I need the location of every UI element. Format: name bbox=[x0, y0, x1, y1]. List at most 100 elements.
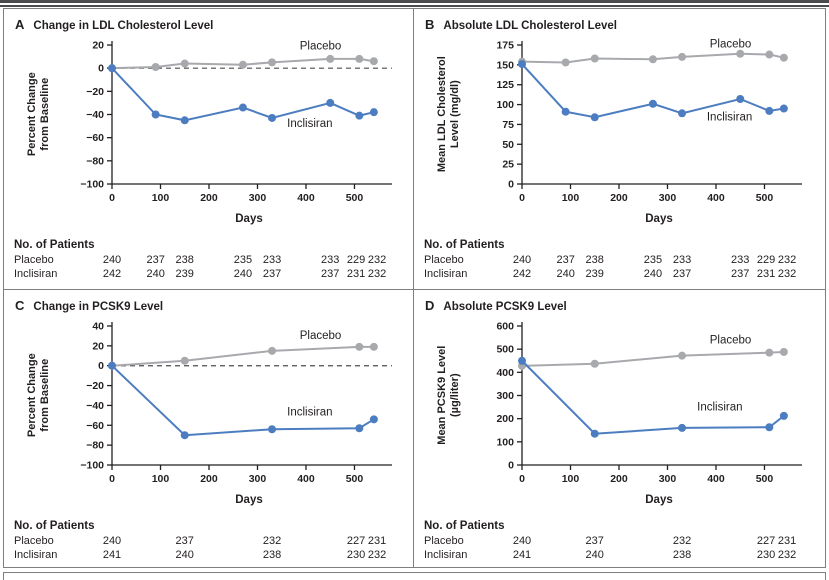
x-axis-label: Days bbox=[645, 213, 673, 225]
x-tick-label: 0 bbox=[519, 192, 525, 204]
patients-count: 231 bbox=[367, 535, 387, 547]
x-tick-label: 0 bbox=[109, 473, 115, 485]
patients-count: 230 bbox=[756, 549, 776, 561]
data-point-inclisiran bbox=[355, 111, 364, 120]
data-point-inclisiran bbox=[518, 356, 526, 365]
panel-b-absolute-ldl: B Absolute LDL Cholesterol Level Mean LDL… bbox=[414, 9, 825, 290]
patients-row-placebo: Placebo 240 237 238 235 233 233 229 232 bbox=[4, 254, 413, 267]
patients-row-inclisiran: Inclisiran 241 240 238 230 232 bbox=[4, 549, 413, 562]
patients-row-label: Placebo bbox=[14, 535, 54, 547]
x-tick-label: 0 bbox=[519, 473, 525, 485]
data-point-placebo bbox=[180, 356, 189, 365]
y-tick-label: −20 bbox=[86, 380, 104, 392]
patients-count: 233 bbox=[672, 254, 692, 266]
panel-c-change-pcsk9: C Change in PCSK9 Level Percent Change fr… bbox=[4, 290, 414, 567]
patients-row-placebo: Placebo 240 237 232 227 231 bbox=[4, 535, 413, 548]
data-point-placebo bbox=[561, 58, 570, 67]
line-chart: 600 500 400 300 200 100 00 100 200 300 400 500 Place… bbox=[496, 321, 802, 485]
data-point-inclisiran bbox=[590, 113, 599, 122]
data-point-inclisiran bbox=[151, 110, 160, 119]
data-point-placebo bbox=[590, 359, 599, 368]
data-point-inclisiran bbox=[108, 361, 116, 370]
data-point-placebo bbox=[779, 53, 788, 62]
data-point-inclisiran bbox=[678, 109, 687, 118]
y-tick-label: 150 bbox=[496, 59, 514, 71]
panel-title: D Absolute PCSK9 Level bbox=[425, 297, 567, 315]
data-point-placebo bbox=[678, 52, 687, 61]
patients-count: 230 bbox=[346, 549, 366, 561]
patients-row-label: Inclisiran bbox=[14, 268, 58, 280]
y-tick-label: 100 bbox=[496, 99, 514, 111]
panel-title-text: Change in PCSK9 Level bbox=[33, 301, 164, 313]
patients-count: 241 bbox=[512, 549, 532, 561]
patients-count: 238 bbox=[175, 254, 194, 266]
patients-count: 229 bbox=[346, 254, 366, 266]
x-tick-label: 500 bbox=[346, 473, 364, 485]
data-point-inclisiran bbox=[355, 424, 364, 433]
series-line-placebo bbox=[521, 52, 785, 64]
patients-row-placebo: Placebo 240 237 232 227 231 bbox=[414, 535, 825, 548]
y-tick-label: 50 bbox=[502, 139, 514, 151]
patients-count: 237 bbox=[731, 268, 750, 280]
patients-count: 235 bbox=[643, 254, 663, 266]
y-tick-label: 0 bbox=[98, 360, 104, 372]
patients-count: 227 bbox=[346, 535, 366, 547]
data-point-inclisiran bbox=[590, 429, 599, 438]
patients-row-label: Inclisiran bbox=[424, 268, 468, 280]
panel-title-text: Absolute LDL Cholesterol Level bbox=[443, 20, 617, 32]
x-tick-label: 300 bbox=[249, 473, 267, 485]
data-point-inclisiran bbox=[369, 108, 378, 117]
data-point-inclisiran bbox=[108, 64, 116, 73]
patients-count: 233 bbox=[731, 254, 750, 266]
panel-title-text: Absolute PCSK9 Level bbox=[443, 301, 567, 313]
patients-count: 240 bbox=[175, 549, 194, 561]
patients-count: 232 bbox=[777, 254, 797, 266]
data-point-inclisiran bbox=[180, 431, 189, 440]
patients-count: 235 bbox=[233, 254, 253, 266]
patients-count: 240 bbox=[233, 268, 253, 280]
patients-count: 240 bbox=[512, 254, 532, 266]
y-tick-label: 20 bbox=[92, 340, 104, 352]
y-tick-label: 600 bbox=[496, 321, 514, 333]
y-tick-label: 200 bbox=[496, 413, 514, 425]
x-tick-label: 400 bbox=[707, 473, 725, 485]
series-label-placebo: Placebo bbox=[300, 41, 342, 53]
series-label-inclisiran: Inclisiran bbox=[697, 402, 742, 414]
y-tick-label: −100 bbox=[80, 460, 104, 472]
patients-count: 238 bbox=[262, 549, 282, 561]
x-axis-label: Days bbox=[645, 494, 673, 506]
y-tick-label: −60 bbox=[86, 132, 104, 144]
series-line-inclisiran bbox=[111, 67, 375, 122]
series-label-inclisiran: Inclisiran bbox=[707, 111, 752, 123]
panel-title-text: Change in LDL Cholesterol Level bbox=[33, 20, 214, 32]
data-point-placebo bbox=[765, 50, 774, 59]
y-tick-label: 100 bbox=[496, 436, 514, 448]
panel-title: C Change in PCSK9 Level bbox=[15, 297, 163, 315]
patients-count: 240 bbox=[643, 268, 663, 280]
y-tick-label: −40 bbox=[86, 400, 104, 412]
patients-count: 240 bbox=[556, 268, 575, 280]
patients-count: 232 bbox=[262, 535, 282, 547]
data-point-inclisiran bbox=[326, 98, 335, 107]
data-point-inclisiran bbox=[648, 99, 657, 108]
data-point-inclisiran bbox=[180, 116, 189, 125]
x-tick-label: 300 bbox=[659, 192, 677, 204]
x-tick-label: 400 bbox=[297, 473, 315, 485]
data-point-placebo bbox=[151, 63, 160, 72]
patients-count: 237 bbox=[146, 254, 165, 266]
data-point-placebo bbox=[590, 54, 599, 63]
x-tick-label: 300 bbox=[249, 192, 267, 204]
series-line-placebo bbox=[111, 345, 374, 367]
data-point-placebo bbox=[355, 342, 364, 351]
y-tick-label: 25 bbox=[502, 159, 514, 171]
patients-count: 233 bbox=[262, 254, 282, 266]
patients-row-label: Placebo bbox=[424, 535, 464, 547]
x-tick-label: 0 bbox=[109, 192, 115, 204]
next-figure-top-edge bbox=[3, 572, 826, 580]
y-axis-label: Mean LDL Cholesterol Level (mg/dl) bbox=[435, 56, 461, 173]
top-double-rule bbox=[0, 0, 829, 7]
x-tick-label: 500 bbox=[756, 473, 774, 485]
patients-count: 237 bbox=[556, 254, 575, 266]
panel-letter: D bbox=[425, 298, 435, 313]
